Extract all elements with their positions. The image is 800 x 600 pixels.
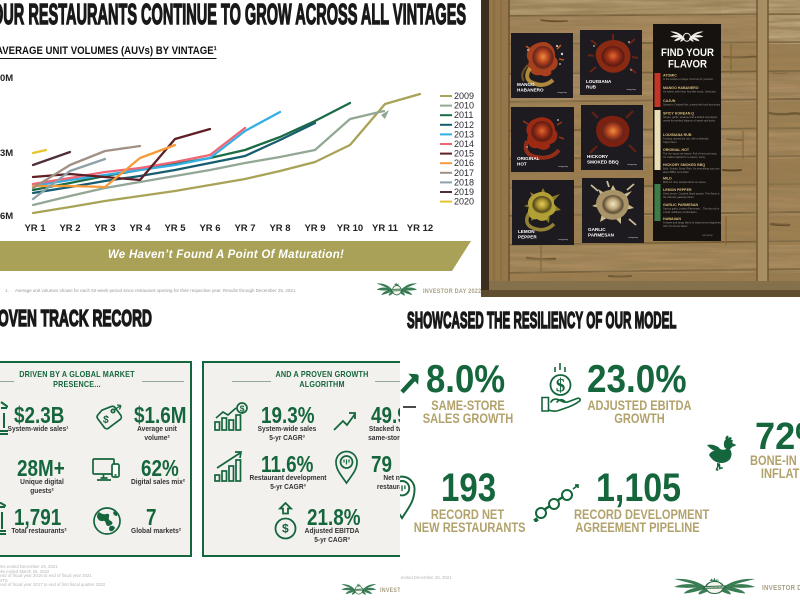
svg-text:ATOMIC: ATOMIC [663, 74, 677, 78]
svg-text:ORIGINAL HOT: ORIGINAL HOT [663, 148, 690, 152]
svg-text:CAJUN: CAJUN [663, 99, 676, 103]
svg-text:with rich brown flavor.: with rich brown flavor. [663, 224, 688, 228]
svg-text:FIND YOUR: FIND YOUR [661, 46, 714, 59]
svg-text:meets the perfect balance of s: meets the perfect balance of sweet and s… [663, 119, 716, 123]
svg-text:MANGO HABANERO: MANGO HABANERO [663, 86, 699, 90]
svg-text:MANGO: MANGO [517, 82, 535, 87]
svg-text:Zesty lemon. Cracked black pep: Zesty lemon. Cracked black pepper. This … [663, 192, 720, 196]
svg-text:LEMON: LEMON [518, 229, 535, 234]
svg-text:YR 5: YR 5 [164, 223, 186, 234]
svg-text:YR 7: YR 7 [234, 223, 255, 234]
svg-text:LOUISIANA: LOUISIANA [586, 79, 612, 84]
svg-text:SPICY KOREAN Q: SPICY KOREAN Q [663, 112, 694, 116]
svg-text:HICKORY SMOKED BBQ: HICKORY SMOKED BBQ [663, 163, 705, 167]
svg-text:YR 12: YR 12 [407, 223, 433, 234]
svg-text:wingstop: wingstop [702, 233, 713, 237]
svg-text:wingstop: wingstop [557, 91, 567, 94]
svg-text:$: $ [556, 376, 566, 397]
svg-text:HABANERO: HABANERO [517, 88, 544, 93]
svg-text:It's called original for a rea: It's called original for a reason: zesty… [663, 155, 706, 159]
svg-text:GARLIC: GARLIC [588, 227, 606, 232]
svg-text:GARLIC PARMESAN: GARLIC PARMESAN [663, 203, 698, 207]
svg-text:YR 4: YR 4 [129, 223, 151, 234]
svg-text:the ultimate gateway flavor.: the ultimate gateway flavor. [663, 195, 695, 199]
svg-text:2011: 2011 [454, 110, 473, 120]
svg-text:2016: 2016 [454, 158, 474, 168]
svg-text:wingstop: wingstop [627, 163, 637, 166]
svg-text:YR 1: YR 1 [24, 223, 46, 234]
svg-text:LEMON PEPPER: LEMON PEPPER [663, 188, 692, 192]
svg-text:HOT: HOT [517, 162, 527, 167]
svg-text:Savory garlic, buttery Parmesa: Savory garlic, buttery Parmesan... This … [663, 207, 720, 211]
svg-text:wingstop: wingstop [626, 88, 636, 91]
svg-text:wingstop: wingstop [628, 236, 638, 239]
svg-text:MILD: MILD [663, 177, 672, 181]
svg-text:2015: 2015 [454, 149, 474, 159]
svg-text:Mild 2.0. Sat, toasted down on: Mild 2.0. Sat, toasted down on sauce. [663, 180, 707, 184]
svg-text:PEPPER: PEPPER [518, 235, 537, 240]
svg-text:2012: 2012 [454, 120, 474, 130]
svg-text:YR 6: YR 6 [199, 223, 220, 234]
svg-text:Spiced in Original Hot, dusted: Spiced in Original Hot, dusted with bold… [663, 103, 721, 107]
svg-text:2013: 2013 [454, 129, 474, 139]
svg-text:2014: 2014 [454, 139, 474, 149]
svg-text:$: $ [282, 522, 289, 536]
svg-text:A sweet and tangy blend of isl: A sweet and tangy blend of island citrus… [663, 221, 722, 225]
svg-text:YR 3: YR 3 [94, 223, 115, 234]
svg-text:2010: 2010 [454, 101, 474, 111]
svg-text:YR 11: YR 11 [372, 223, 399, 234]
svg-text:Bold. Smoky. Sorta. Rich. It's: Bold. Smoky. Sorta. Rich. It's everythin… [663, 167, 720, 171]
svg-text:YR 10: YR 10 [337, 223, 363, 234]
svg-text:2019: 2019 [454, 187, 474, 197]
svg-text:YR 8: YR 8 [269, 223, 290, 234]
svg-text:0M: 0M [0, 73, 13, 84]
svg-text:The hot sauce we based. Full o: The hot sauce we based. Full of heat and… [663, 152, 717, 156]
svg-text:a bold, addictive combination.: a bold, addictive combination. [663, 210, 697, 214]
svg-text:Cajun flavor.: Cajun flavor. [663, 140, 678, 144]
svg-text:2017: 2017 [454, 168, 474, 178]
svg-text:3M: 3M [0, 148, 13, 159]
svg-text:YR 2: YR 2 [59, 223, 80, 234]
svg-text:PARMESAN: PARMESAN [588, 233, 615, 238]
svg-text:wingstop: wingstop [558, 238, 568, 241]
svg-text:ORIGINAL: ORIGINAL [517, 156, 540, 161]
svg-text:Ginger, garlic, sesame and a k: Ginger, garlic, sesame and a kicked red … [663, 115, 717, 119]
svg-text:It's sweet, with heat. And lik: It's sweet, with heat. And like exotic. … [663, 90, 716, 94]
svg-text:SMOKED BBQ: SMOKED BBQ [587, 160, 619, 165]
svg-text:about BBQ, but bolder.: about BBQ, but bolder. [663, 170, 690, 174]
svg-text:FLAVOR: FLAVOR [668, 58, 707, 71]
svg-text:2018: 2018 [454, 177, 474, 187]
svg-text:RUB: RUB [586, 85, 597, 90]
svg-text:A crispy, spiced dry rub, with: A crispy, spiced dry rub, with a distinc… [663, 137, 709, 141]
svg-text:$: $ [240, 403, 245, 413]
svg-text:$: $ [102, 414, 110, 427]
svg-text:HICKORY: HICKORY [587, 154, 608, 159]
svg-text:6M: 6M [0, 211, 13, 222]
svg-text:YR 9: YR 9 [304, 223, 325, 234]
svg-text:HAWAIIAN: HAWAIIAN [663, 217, 681, 221]
svg-text:2020: 2020 [454, 197, 474, 207]
svg-text:LOUISIANA RUB: LOUISIANA RUB [663, 133, 692, 137]
svg-text:2009: 2009 [454, 91, 474, 101]
svg-text:wingstop: wingstop [558, 165, 568, 168]
svg-text:In the boldest of ways. Find o: In the boldest of ways. Find out for you… [663, 77, 713, 81]
